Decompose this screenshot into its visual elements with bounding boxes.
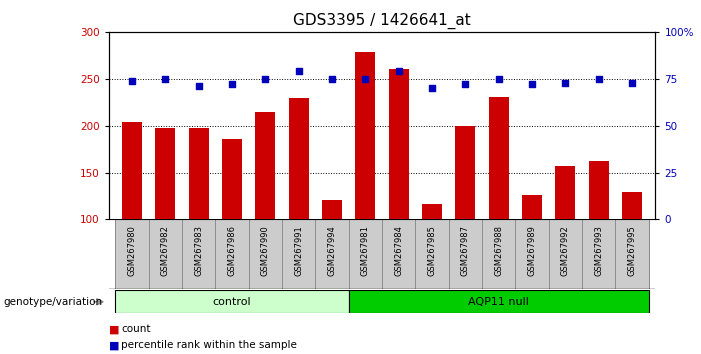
Point [593, 76, 604, 81]
Bar [348, 219, 382, 289]
Bar [382, 219, 416, 289]
Text: GSM267986: GSM267986 [228, 225, 236, 276]
Text: percentile rank within the sample: percentile rank within the sample [121, 340, 297, 350]
Text: GSM267993: GSM267993 [594, 225, 604, 276]
Bar [282, 219, 315, 289]
Bar [255, 112, 275, 219]
Text: GSM267988: GSM267988 [494, 225, 503, 276]
Bar [355, 52, 375, 219]
Point [193, 84, 204, 89]
Point [226, 81, 238, 87]
Text: GSM267994: GSM267994 [327, 225, 336, 276]
Bar [515, 219, 549, 289]
Bar [549, 219, 582, 289]
Point [460, 81, 471, 87]
Bar [389, 69, 409, 219]
Bar [422, 204, 442, 219]
Bar [482, 219, 515, 289]
Bar [322, 200, 342, 219]
Bar [315, 219, 348, 289]
Text: GSM267980: GSM267980 [128, 225, 137, 276]
Bar [582, 219, 615, 289]
Bar [489, 97, 509, 219]
Text: count: count [121, 324, 151, 334]
Text: ■: ■ [109, 340, 123, 350]
Text: GSM267983: GSM267983 [194, 225, 203, 276]
Point [327, 76, 338, 81]
Point [560, 80, 571, 85]
Bar [182, 219, 215, 289]
Point [627, 80, 638, 85]
Bar [116, 219, 149, 289]
Text: GSM267992: GSM267992 [561, 225, 570, 276]
Text: GSM267995: GSM267995 [627, 225, 637, 276]
Bar [522, 195, 542, 219]
Text: GSM267987: GSM267987 [461, 225, 470, 276]
Point [126, 78, 137, 84]
Point [493, 76, 504, 81]
Point [293, 68, 304, 74]
Bar [189, 127, 209, 219]
Bar [615, 219, 648, 289]
Bar [289, 98, 308, 219]
Title: GDS3395 / 1426641_at: GDS3395 / 1426641_at [293, 13, 471, 29]
Bar [622, 192, 642, 219]
Text: AQP11 null: AQP11 null [468, 297, 529, 307]
Text: GSM267985: GSM267985 [428, 225, 437, 276]
Bar [449, 219, 482, 289]
Bar [122, 122, 142, 219]
Point [360, 76, 371, 81]
Text: GSM267990: GSM267990 [261, 225, 270, 276]
Bar [149, 219, 182, 289]
Text: GSM267991: GSM267991 [294, 225, 304, 276]
Point [526, 81, 538, 87]
Bar [589, 161, 608, 219]
Text: ■: ■ [109, 324, 123, 334]
Text: GSM267982: GSM267982 [161, 225, 170, 276]
Text: GSM267989: GSM267989 [528, 225, 536, 276]
Bar [156, 127, 175, 219]
Bar [249, 219, 282, 289]
Point [426, 85, 437, 91]
Bar [416, 219, 449, 289]
Bar [456, 126, 475, 219]
Bar [222, 139, 242, 219]
Bar [116, 290, 348, 313]
Bar [215, 219, 249, 289]
Text: genotype/variation: genotype/variation [4, 297, 102, 307]
Bar [348, 290, 648, 313]
Text: GSM267984: GSM267984 [394, 225, 403, 276]
Bar [555, 166, 576, 219]
Text: control: control [212, 297, 252, 307]
Point [393, 68, 404, 74]
Point [160, 76, 171, 81]
Point [260, 76, 271, 81]
Text: GSM267981: GSM267981 [361, 225, 370, 276]
